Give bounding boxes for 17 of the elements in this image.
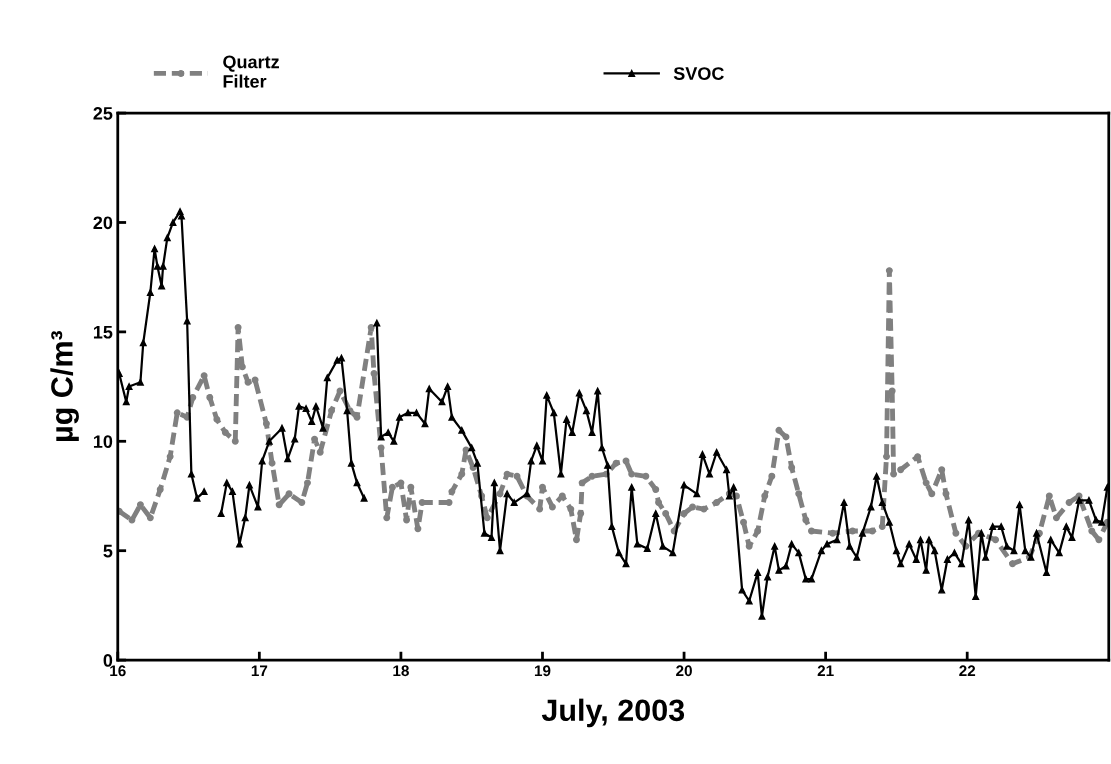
legend-label: Quartz Filter (223, 55, 279, 88)
x-tick-label: 20 (676, 665, 692, 677)
y-tick-label: 0 (103, 654, 113, 667)
y-axis-title: µg C/m³ (50, 330, 79, 441)
y-tick-label: 25 (93, 107, 113, 120)
x-axis-title: July, 2003 (541, 698, 685, 728)
y-tick-label: 20 (93, 216, 113, 230)
x-tick-label: 17 (251, 665, 268, 677)
y-tick-label: 15 (93, 326, 113, 339)
x-tick-label: 18 (393, 665, 409, 677)
x-tick-label: 21 (817, 665, 834, 677)
x-tick-label: 22 (959, 665, 976, 677)
x-tick-label: 19 (534, 665, 551, 677)
legend-label: SVOC (673, 67, 724, 80)
x-tick-label: 16 (110, 665, 126, 677)
y-tick-label: 10 (93, 435, 113, 449)
y-tick-label: 5 (103, 544, 113, 558)
